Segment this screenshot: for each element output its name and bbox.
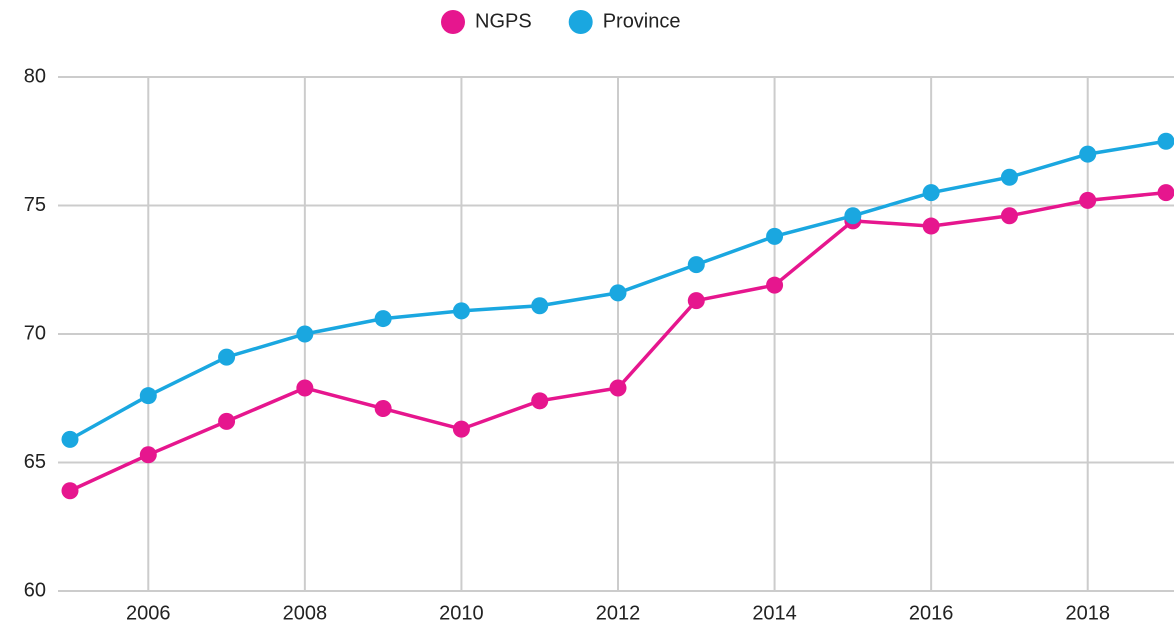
data-point — [922, 184, 940, 202]
data-point — [766, 227, 784, 245]
data-point — [218, 412, 236, 430]
x-tick-label: 2014 — [752, 602, 797, 624]
data-point — [1000, 207, 1018, 225]
data-point — [609, 284, 627, 302]
data-point — [296, 325, 314, 343]
data-point — [61, 482, 79, 500]
data-point — [1079, 145, 1097, 163]
x-tick-label: 2008 — [283, 602, 328, 624]
legend-swatch — [568, 10, 593, 34]
data-point — [766, 276, 784, 294]
data-point — [1157, 184, 1174, 202]
x-tick-label: 2006 — [126, 602, 171, 624]
data-point — [61, 430, 79, 448]
legend-swatch — [441, 10, 465, 34]
data-point — [139, 387, 157, 405]
data-point — [1079, 191, 1097, 209]
data-point — [1157, 132, 1174, 150]
data-point — [531, 392, 549, 410]
data-point — [218, 348, 236, 366]
data-point — [139, 446, 157, 464]
x-tick-label: 2018 — [1065, 602, 1110, 624]
data-point — [374, 400, 392, 418]
data-point — [1000, 168, 1018, 186]
data-point — [452, 302, 470, 320]
y-tick-label: 70 — [24, 322, 46, 344]
x-tick-label: 2010 — [439, 602, 484, 624]
data-point — [687, 292, 705, 310]
data-point — [844, 207, 862, 225]
x-tick-label: 2016 — [909, 602, 954, 624]
data-point — [922, 217, 940, 235]
data-point — [531, 297, 549, 315]
y-tick-label: 80 — [24, 65, 46, 87]
legend-label: NGPS — [475, 10, 532, 32]
legend-label: Province — [603, 10, 681, 32]
data-point — [609, 379, 627, 397]
data-point — [296, 379, 314, 397]
data-point — [374, 310, 392, 328]
data-point — [687, 256, 705, 274]
data-point — [452, 420, 470, 438]
y-tick-label: 65 — [24, 451, 46, 473]
y-tick-label: 60 — [24, 579, 46, 601]
y-tick-label: 75 — [24, 194, 46, 216]
x-tick-label: 2012 — [596, 602, 641, 624]
